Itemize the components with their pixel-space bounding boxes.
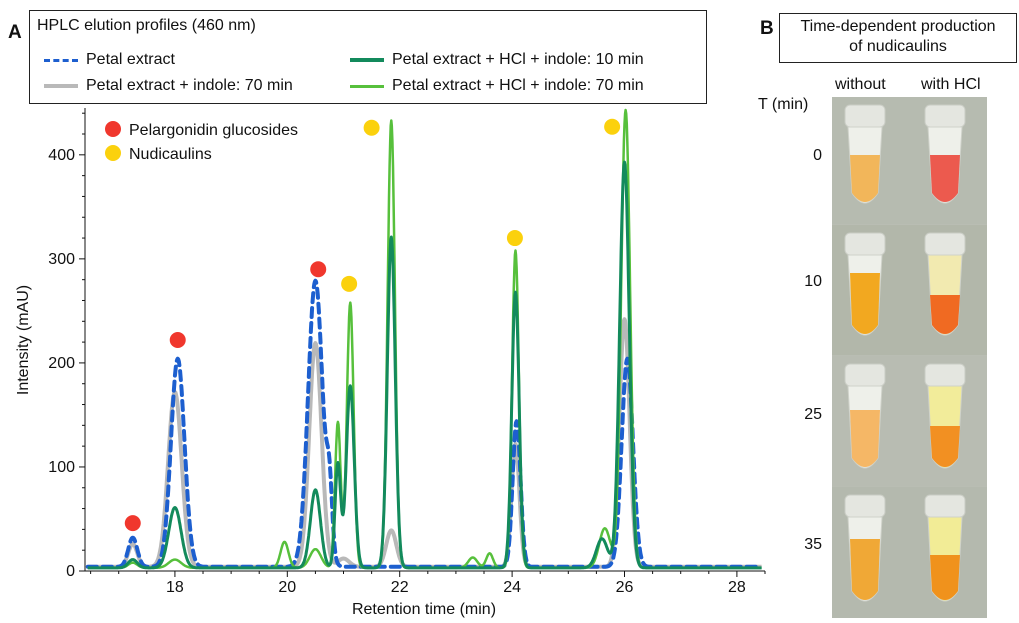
marker-legend-pelargonidin-dot	[105, 121, 121, 137]
panel-b-title-line1: Time-dependent production	[800, 18, 996, 35]
tubes-row-0	[844, 104, 966, 204]
photo-row-2	[832, 356, 987, 486]
legend-item-hcl-70: Petal extract + HCl + indole: 70 min	[350, 77, 644, 95]
tube-without-1	[844, 232, 886, 336]
legend-label-hcl-10: Petal extract + HCl + indole: 10 min	[392, 51, 644, 68]
tube-without-3	[844, 494, 886, 602]
y-tick-label: 300	[48, 251, 75, 268]
chart-axes: 18 20 22 24 26 28 0 100 200 300 400	[48, 108, 766, 596]
time-label-35: 35	[804, 536, 822, 553]
legend-label-hcl-70: Petal extract + HCl + indole: 70 min	[392, 77, 644, 94]
y-tick-label: 100	[48, 459, 75, 476]
series-line-2	[86, 160, 763, 570]
photo-row-1	[832, 225, 987, 355]
panel-b-title: Time-dependent production of nudicaulins	[780, 17, 1016, 57]
legend-swatch-hcl-70	[350, 84, 384, 88]
hplc-chart: 18 20 22 24 26 28 0 100 200 300 400 Pelargonidin g…	[15, 108, 766, 618]
tube-with-2	[924, 363, 966, 469]
panel-b-letter: B	[760, 18, 774, 39]
legend-item-petal-extract: Petal extract	[44, 51, 175, 69]
x-tick-label: 22	[391, 579, 409, 596]
x-axis-label: Retention time (min)	[352, 601, 496, 618]
marker-layer	[124, 118, 621, 532]
tubes-row-3	[844, 494, 966, 602]
marker-legend: Pelargonidin glucosides Nudicaulins	[105, 121, 298, 163]
x-tick-label: 18	[166, 579, 184, 596]
liquid-without-0	[850, 155, 880, 202]
y-tick-label: 0	[66, 563, 75, 580]
peak-marker-6	[604, 118, 621, 135]
tubes-row-1	[844, 232, 966, 336]
tube-without-0	[844, 104, 886, 204]
peak-marker-1	[169, 332, 186, 349]
liquid-without-2	[850, 410, 880, 467]
legend-swatch-hcl-10	[350, 58, 384, 62]
tube-photo	[832, 97, 987, 618]
tube-with-3	[924, 494, 966, 602]
photo-row-3	[832, 487, 987, 618]
x-tick-label: 20	[278, 579, 296, 596]
peak-marker-5	[506, 230, 523, 247]
x-tick-label: 24	[503, 579, 521, 596]
liquid-with-0	[930, 155, 960, 202]
legend-swatch-indole-70	[44, 84, 78, 88]
photo-row-0	[832, 97, 987, 224]
series-layer	[85, 108, 764, 570]
liquid-with-1	[930, 295, 960, 334]
panel-b-title-line2: of nudicaulins	[849, 38, 947, 55]
time-label-0: 0	[813, 147, 822, 164]
panel-b-title-box: Time-dependent production of nudicaulins	[779, 13, 1017, 63]
legend-swatch-petal-extract	[44, 58, 78, 62]
tube-without-2	[844, 363, 886, 469]
peak-marker-4	[363, 119, 380, 136]
legend-item-indole-70: Petal extract + indole: 70 min	[44, 77, 293, 95]
column-header-with-hcl: with HCl	[921, 76, 981, 93]
y-tick-label: 400	[48, 147, 75, 164]
y-axis-label: Intensity (mAU)	[15, 285, 32, 395]
tube-with-0	[924, 104, 966, 204]
marker-legend-nudicaulins-label: Nudicaulins	[129, 146, 212, 163]
legend-label-petal-extract: Petal extract	[86, 51, 175, 68]
row-header-time: T (min)	[758, 96, 809, 113]
panel-a-letter: A	[8, 22, 22, 43]
tube-with-1	[924, 232, 966, 336]
peak-marker-0	[124, 515, 141, 532]
liquid-with-3	[930, 555, 960, 600]
time-label-10: 10	[804, 273, 822, 290]
liquid-without-1	[850, 273, 880, 334]
x-tick-label: 26	[616, 579, 634, 596]
liquid-without-3	[850, 539, 880, 600]
column-header-without: without	[835, 76, 886, 93]
series-line-0	[85, 278, 764, 569]
chart-legend: HPLC elution profiles (460 nm) Petal ext…	[29, 10, 707, 104]
legend-title: HPLC elution profiles (460 nm)	[37, 17, 256, 34]
legend-item-hcl-10: Petal extract + HCl + indole: 10 min	[350, 51, 644, 69]
marker-legend-nudicaulins-dot	[105, 145, 121, 161]
x-tick-label: 28	[728, 579, 746, 596]
y-tick-label: 200	[48, 355, 75, 372]
time-label-25: 25	[804, 406, 822, 423]
legend-label-indole-70: Petal extract + indole: 70 min	[86, 77, 293, 94]
peak-marker-3	[341, 275, 358, 292]
marker-legend-pelargonidin-label: Pelargonidin glucosides	[129, 122, 298, 139]
peak-marker-2	[310, 261, 327, 278]
liquid-with-2	[930, 426, 960, 467]
tubes-row-2	[844, 363, 966, 469]
